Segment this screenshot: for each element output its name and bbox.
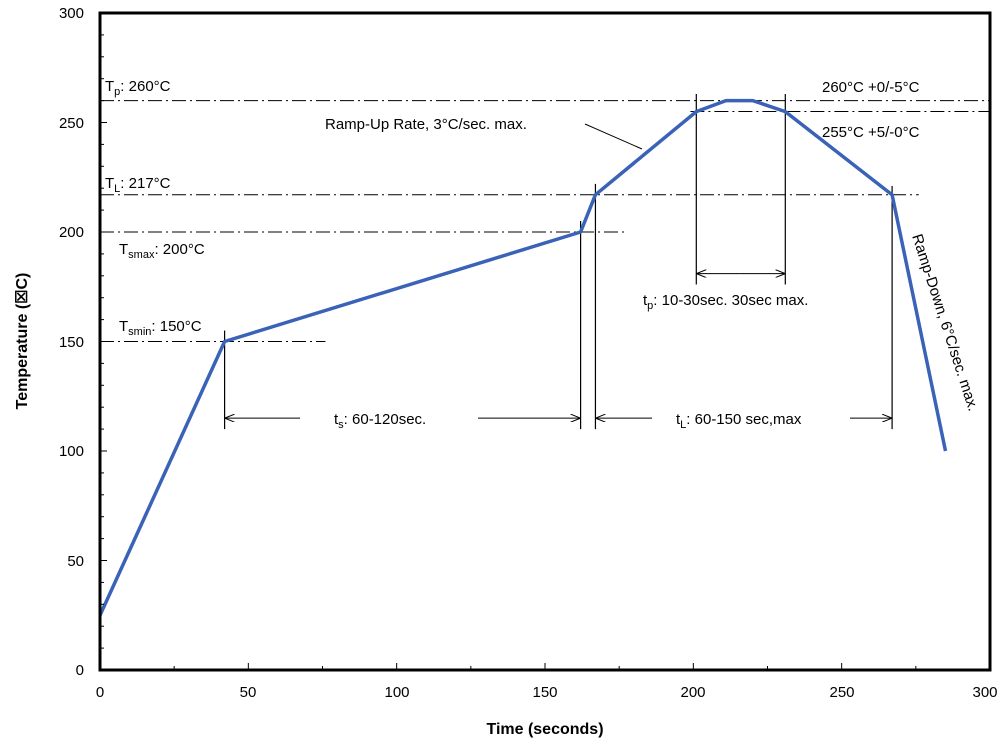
y-tick-label-300: 300	[59, 5, 84, 22]
x-axis-title: Time (seconds)	[486, 721, 603, 738]
ramp-up-label: Ramp-Up Rate, 3°C/sec. max.	[325, 116, 527, 133]
x-tick-label-0: 0	[96, 684, 104, 701]
y-tick-label-50: 50	[67, 553, 84, 570]
x-tick-label-200: 200	[680, 684, 705, 701]
tp-interval-label: tp: 10-30sec. 30sec max.	[643, 292, 808, 312]
tl-interval-label: tL: 60-150 sec,max	[676, 411, 802, 431]
interval-markers	[224, 94, 893, 430]
tsmin-level-label: Tsmin: 150°C	[119, 318, 202, 338]
peak-tolerance-label-2: 255°C +5/-0°C	[822, 124, 920, 141]
x-tick-label-50: 50	[240, 684, 257, 701]
y-tick-label-200: 200	[59, 224, 84, 241]
y-tick-labels: 0 50 100 150 200 250 300	[59, 5, 84, 679]
tp-level-label: Tp: 260°C	[105, 78, 171, 98]
y-tick-label-0: 0	[76, 662, 84, 679]
y-axis-title: Temperature (☒C)	[14, 273, 31, 410]
tsmax-level-label: Tsmax: 200°C	[119, 241, 205, 261]
ts-interval-label: ts: 60-120sec.	[334, 411, 426, 431]
peak-tolerance-label: 260°C +0/-5°C	[822, 79, 920, 96]
reference-lines	[100, 100, 990, 342]
x-tick-label-150: 150	[532, 684, 557, 701]
y-tick-label-250: 250	[59, 115, 84, 132]
x-tick-label-300: 300	[972, 684, 997, 701]
ramp-up-leader-line	[584, 123, 643, 150]
tl-level-label: TL: 217°C	[105, 175, 171, 195]
y-tick-label-150: 150	[59, 334, 84, 351]
y-tick-label-100: 100	[59, 443, 84, 460]
x-tick-labels: 0 50 100 150 200 250 300	[96, 684, 998, 701]
temperature-profile-series	[98, 98, 948, 617]
x-tick-label-100: 100	[384, 684, 409, 701]
x-tick-label-250: 250	[829, 684, 854, 701]
axis-ticks	[99, 12, 991, 671]
